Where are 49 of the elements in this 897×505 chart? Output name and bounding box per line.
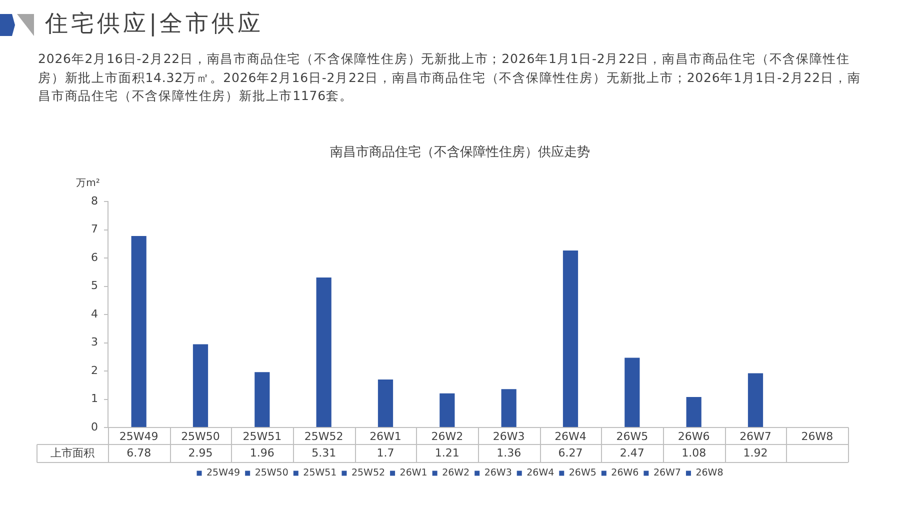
data-label: 2.95 bbox=[188, 446, 213, 460]
legend-label: 25W52 bbox=[351, 468, 386, 479]
x-tick-label: 25W51 bbox=[242, 430, 282, 443]
legend-label: 26W8 bbox=[696, 468, 724, 479]
x-tick-label: 26W4 bbox=[554, 430, 586, 443]
legend-label: 26W5 bbox=[568, 468, 596, 479]
data-label: 1.36 bbox=[496, 446, 522, 460]
y-tick-label: 4 bbox=[91, 307, 98, 320]
data-label: 6.78 bbox=[126, 446, 152, 460]
y-tick-label: 8 bbox=[91, 194, 98, 208]
data-label: 1.92 bbox=[743, 446, 768, 460]
legend-label: 26W2 bbox=[442, 468, 470, 479]
legend-label: 25W49 bbox=[206, 468, 240, 479]
x-tick-label: 26W1 bbox=[370, 430, 402, 443]
y-axis-title: 万m² bbox=[76, 178, 100, 190]
y-tick-label: 0 bbox=[91, 420, 98, 434]
text: 2026年2月16日-2月22日，南昌市商品住宅（不含保障性住房）无新批上市；2026年1月1日-2月22日，南昌市商品住宅（不含保障性住房）新批上市面积14.32万㎡。2026年2月16日-2月22日，南昌市商品住宅（不含保障性住房）无新批上市；2026年1月1日-2月22日，南昌市商品住宅（不含保障性住房）新批上市1176套。 bbox=[38, 50, 862, 105]
data-label: 5.31 bbox=[312, 446, 336, 460]
legend-label: 26W1 bbox=[400, 468, 428, 479]
legend-label: 26W7 bbox=[653, 468, 681, 479]
legend-label: 25W51 bbox=[303, 468, 337, 479]
x-tick-label: 26W3 bbox=[492, 430, 525, 443]
x-tick-label: 26W2 bbox=[431, 430, 464, 443]
data-label: 1.08 bbox=[682, 446, 706, 460]
legend-label: 26W4 bbox=[526, 468, 554, 479]
x-tick-label: 25W52 bbox=[304, 430, 344, 443]
y-tick-label: 7 bbox=[91, 222, 98, 236]
legend-label: 26W6 bbox=[611, 468, 639, 479]
legend-label: 26W3 bbox=[484, 468, 512, 479]
text: 上市面积 bbox=[50, 446, 94, 460]
x-tick-label: 25W49 bbox=[119, 430, 158, 443]
chart-subtitle: 南昌市商品住宅（不含保障性住房）供应走势 bbox=[330, 144, 590, 160]
data-label: 6.27 bbox=[558, 446, 583, 460]
chart-title: 住宅供应|全市供应 bbox=[45, 10, 264, 39]
data-label: 1.21 bbox=[434, 446, 460, 460]
y-tick-label: 2 bbox=[91, 364, 98, 377]
x-tick-label: 25W50 bbox=[181, 430, 220, 443]
x-tick-label: 26W8 bbox=[801, 430, 834, 443]
y-tick-label: 6 bbox=[91, 250, 98, 264]
x-tick-label: 26W6 bbox=[678, 430, 710, 443]
data-label: 2.47 bbox=[620, 446, 644, 460]
legend-label: 25W50 bbox=[254, 468, 288, 479]
y-tick-label: 5 bbox=[91, 279, 98, 292]
data-label: 1.7 bbox=[376, 446, 394, 460]
x-tick-label: 26W5 bbox=[616, 430, 648, 443]
y-tick-label: 1 bbox=[91, 392, 98, 406]
y-tick-label: 3 bbox=[91, 336, 98, 349]
data-label: 1.96 bbox=[250, 446, 274, 460]
x-tick-label: 26W7 bbox=[740, 430, 772, 443]
